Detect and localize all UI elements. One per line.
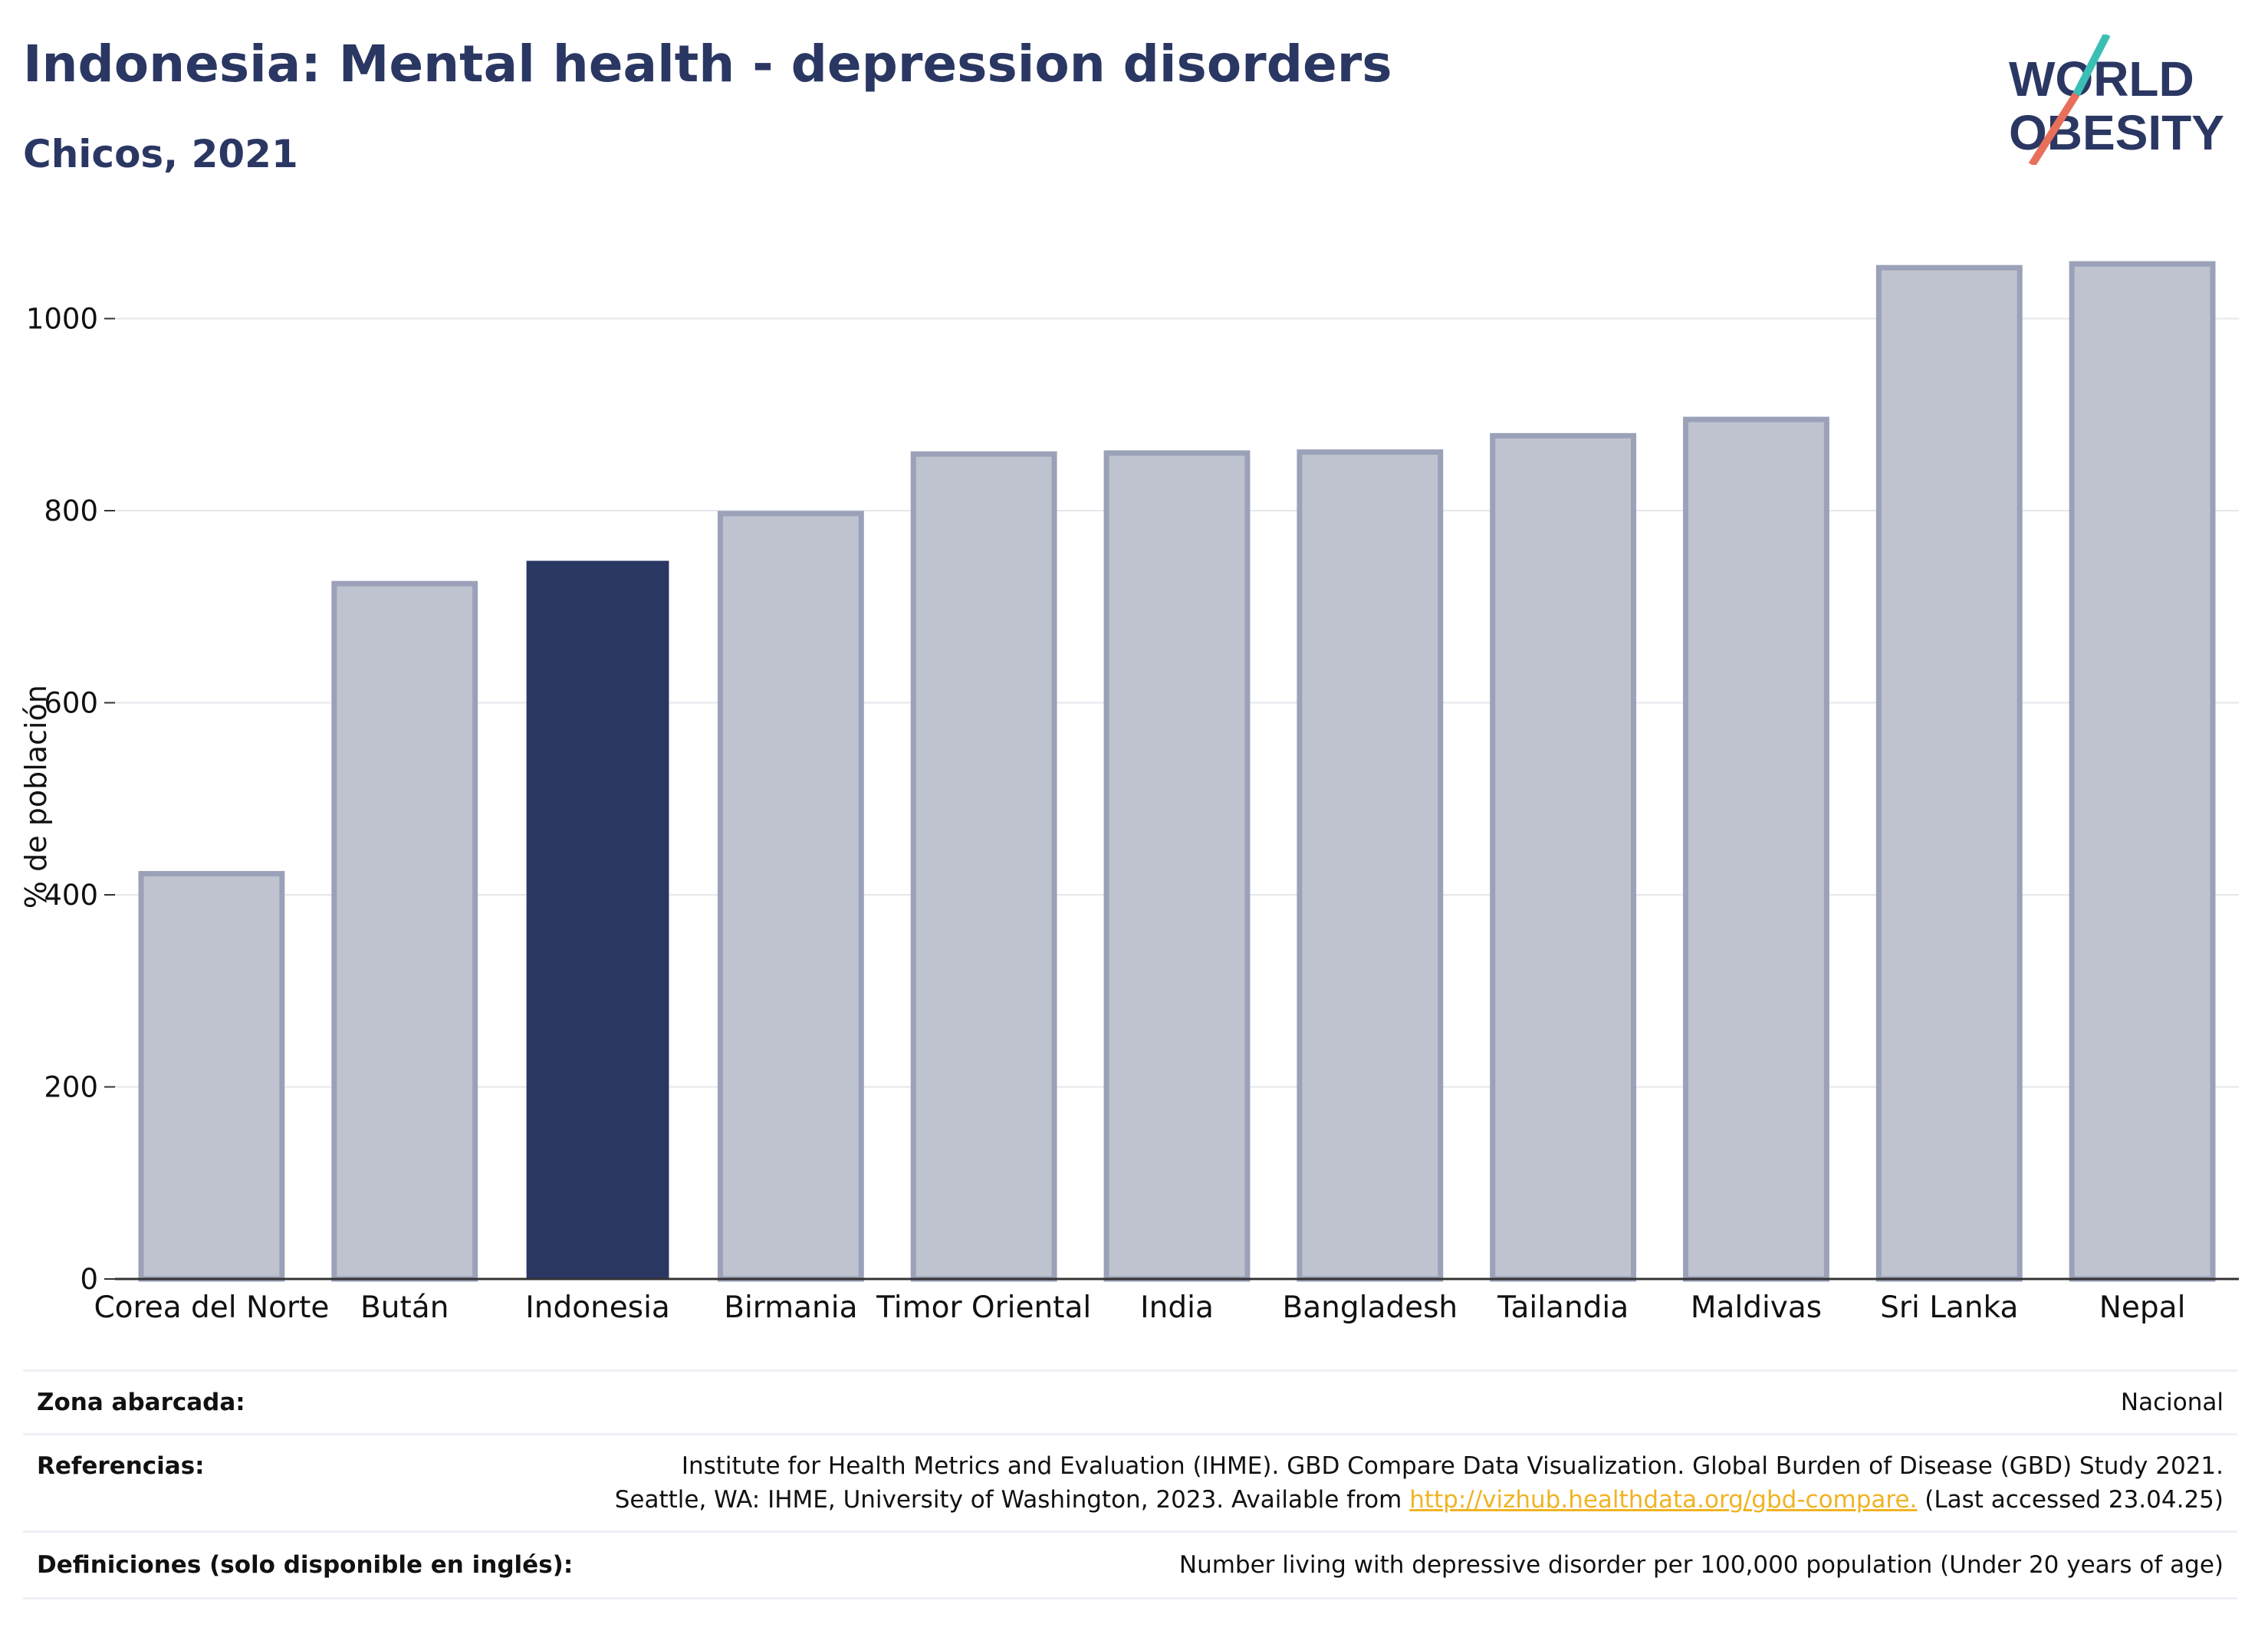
referencias-line2: Seattle, WA: IHME, University of Washing… [615, 1483, 2224, 1517]
x-tick-label: Indonesia [525, 1290, 670, 1325]
row-zona: Zona abarcada: Nacional [23, 1369, 2237, 1433]
logo-line1: WORLD [2009, 51, 2194, 107]
bar-corea-del-norte [138, 870, 285, 1282]
x-tick-label: Bangladesh [1282, 1290, 1458, 1325]
y-axis-ticks: 0 200 400 600 800 1000 [26, 303, 115, 1296]
bar-bután [331, 580, 478, 1282]
referencias-line2-suffix: (Last accessed 23.04.25) [1917, 1486, 2224, 1514]
referencias-value: Institute for Health Metrics and Evaluat… [615, 1449, 2224, 1517]
bar-nepal [2069, 261, 2216, 1282]
row-referencias: Referencias: Institute for Health Metric… [23, 1433, 2237, 1530]
x-tick-label: Bután [360, 1290, 449, 1325]
x-tick-label: India [1140, 1290, 1214, 1325]
y-tick-label: 1000 [26, 303, 98, 336]
bar-birmania [717, 511, 864, 1282]
definiciones-value: Number living with depressive disorder p… [1178, 1551, 2224, 1579]
logo-accent-coral [2028, 92, 2080, 165]
zona-label: Zona abarcada: [37, 1389, 245, 1416]
x-tick-label: Sri Lanka [1880, 1290, 2018, 1325]
x-tick-label: Nepal [2099, 1290, 2186, 1325]
y-tick-label: 0 [80, 1263, 98, 1296]
y-tick-label: 800 [44, 495, 98, 528]
y-tick-label: 600 [44, 687, 98, 720]
x-tick-label: Maldivas [1691, 1290, 1822, 1325]
y-tick-label: 400 [44, 879, 98, 912]
x-tick-label: Timor Oriental [876, 1290, 1091, 1325]
y-tick-label: 200 [44, 1071, 98, 1104]
referencias-line1: Institute for Health Metrics and Evaluat… [681, 1452, 2224, 1480]
bar-india [1103, 450, 1251, 1282]
definiciones-label: Definiciones (solo disponible en inglés)… [37, 1551, 574, 1579]
bar-chart: 0 200 400 600 800 1000 Corea del Norte Bután In… [19, 261, 2239, 1325]
info-table: Zona abarcada: Nacional Referencias: Ins… [23, 1369, 2237, 1599]
bar-indonesia [526, 561, 669, 1280]
referencias-line2-text: Seattle, WA: IHME, University of Washing… [614, 1486, 1410, 1514]
bar-sri-lanka [1875, 265, 2023, 1282]
bars [138, 261, 2216, 1282]
zona-value: Nacional [2120, 1389, 2224, 1416]
x-tick-label: Tailandia [1497, 1290, 1629, 1325]
x-axis-ticks: Corea del Norte Bután Indonesia Birmania Tim… [94, 1290, 2185, 1325]
bar-bangladesh [1297, 449, 1444, 1282]
bar-maldivas [1683, 416, 1829, 1282]
referencias-link[interactable]: http://vizhub.healthdata.org/gbd-compare… [1409, 1486, 1918, 1514]
row-definiciones: Definiciones (solo disponible en inglés)… [23, 1530, 2237, 1599]
bar-tailandia [1490, 432, 1637, 1282]
y-axis-label: % de población [19, 685, 53, 909]
world-obesity-logo: WORLD OBESITY [2009, 35, 2224, 165]
logo-accent-teal [2072, 35, 2111, 97]
referencias-label: Referencias: [37, 1452, 205, 1480]
chart-title: Indonesia: Mental health - depression di… [23, 35, 1392, 94]
x-tick-label: Birmania [724, 1290, 857, 1325]
x-tick-label: Corea del Norte [94, 1290, 329, 1325]
bar-timor-oriental [910, 451, 1057, 1282]
chart-subtitle: Chicos, 2021 [23, 132, 298, 176]
